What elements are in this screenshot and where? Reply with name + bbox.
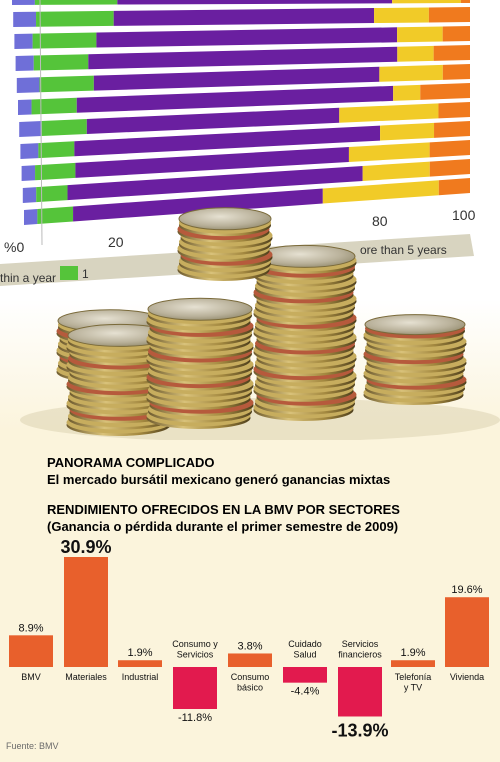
value-label-7: 1.9% <box>400 647 425 659</box>
sector-returns-bar-chart: 8.9% BMV 30.9% Materiales 1.9% Industrial -11.… <box>9 537 489 740</box>
category-label-7-line-0: Telefonía <box>395 672 432 682</box>
bar-6 <box>338 667 382 717</box>
legend-left-number: 1 <box>82 267 89 281</box>
value-label-3: -11.8% <box>178 712 212 724</box>
bar-1 <box>64 556 108 667</box>
headline-title: PANORAMA COMPLICADO <box>47 455 215 470</box>
bar-2 <box>118 660 162 667</box>
bar-3 <box>173 667 217 710</box>
value-label-0: 8.9% <box>18 622 43 634</box>
bar-5 <box>283 667 327 683</box>
category-label-7-line-1: y TV <box>404 683 422 693</box>
scale-label-100: 100 <box>452 207 476 223</box>
category-label-5-line-1: Salud <box>293 650 316 660</box>
category-label-3-line-1: Servicios <box>177 650 214 660</box>
bar-7 <box>391 660 435 667</box>
category-label-5-line-0: Cuidado <box>288 639 322 649</box>
value-label-1: 30.9% <box>60 537 111 557</box>
chart-title: RENDIMIENTO OFRECIDOS EN LA BMV POR SECT… <box>47 502 400 517</box>
legend-green-swatch <box>60 266 78 280</box>
coin-stacks-photo <box>20 207 500 440</box>
category-label-1: Materiales <box>65 672 107 682</box>
category-label-0: BMV <box>21 672 41 682</box>
value-label-5: -4.4% <box>291 686 320 698</box>
category-label-4-line-0: Consumo <box>231 672 270 682</box>
chart-subtitle: (Ganancia o pérdida durante el primer se… <box>47 519 399 534</box>
category-label-3-line-0: Consumo y <box>172 639 218 649</box>
value-label-6: -13.9% <box>331 720 388 740</box>
source-note: Fuente: BMV <box>6 741 59 751</box>
scale-label-20: 20 <box>108 234 124 250</box>
legend-left-label: thin a year <box>0 271 56 285</box>
scale-label-80: 80 <box>372 213 388 229</box>
background-bar-chart-photo <box>10 0 495 246</box>
value-label-4: 3.8% <box>237 640 262 652</box>
category-label-2: Industrial <box>122 672 159 682</box>
category-label-8: Vivienda <box>450 672 484 682</box>
value-label-8: 19.6% <box>451 584 482 596</box>
bar-4 <box>228 653 272 667</box>
headline-subtitle: El mercado bursátil mexicano generó gana… <box>47 472 391 487</box>
scale-label-0: %0 <box>4 239 24 255</box>
bar-0 <box>9 635 53 667</box>
legend-right-label: ore than 5 years <box>360 243 447 257</box>
bar-8 <box>445 597 489 667</box>
category-label-6-line-1: financieros <box>338 650 382 660</box>
category-label-6-line-0: Servicios <box>342 639 379 649</box>
category-label-4-line-1: básico <box>237 683 263 693</box>
stock-chart-and-coins-photo: %0 20 80 100 thin a year 1 ore than 5 ye… <box>0 0 500 440</box>
value-label-2: 1.9% <box>127 647 152 659</box>
